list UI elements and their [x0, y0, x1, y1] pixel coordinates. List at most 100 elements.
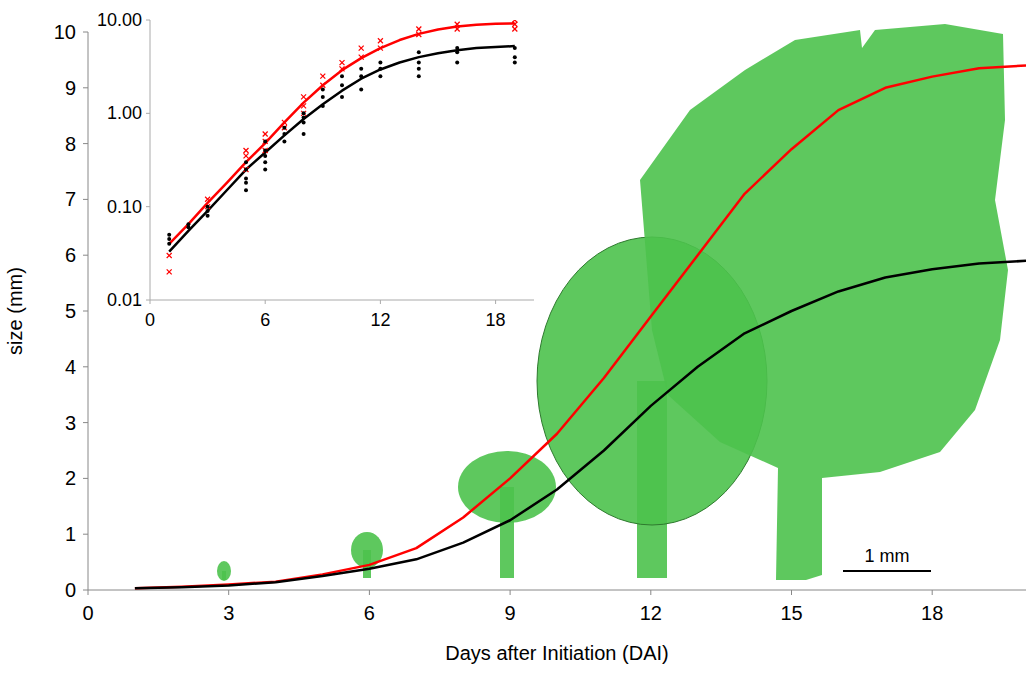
scatter-point [282, 132, 286, 136]
leaf-blade-large [640, 24, 1008, 580]
marker-stroke [263, 148, 268, 153]
scatter-point [244, 167, 249, 172]
x-tick-label: 15 [780, 602, 802, 624]
marker-stroke [205, 204, 210, 209]
marker-stroke [244, 167, 249, 172]
marker-stroke [282, 125, 287, 130]
marker-stroke [455, 27, 460, 32]
y-tick [83, 366, 88, 367]
scatter-point [416, 27, 421, 32]
x-tick [369, 590, 370, 595]
y-tick [83, 478, 88, 479]
marker-stroke [301, 103, 306, 108]
leaf-illustrations [217, 24, 1008, 581]
scale-bar-label: 1 mm [865, 546, 910, 566]
scatter-point [301, 94, 306, 99]
marker-stroke [244, 153, 249, 158]
x-tick-label: 12 [640, 602, 662, 624]
y-axis-title: size (mm) [4, 267, 26, 355]
scatter-point [244, 177, 248, 181]
y-tick-label: 3 [65, 412, 76, 434]
y-tick [83, 87, 88, 88]
marker-stroke [416, 27, 421, 32]
inset-x-tick-label: 0 [145, 310, 155, 330]
scatter-point [263, 139, 267, 143]
y-tick-label: 4 [65, 356, 76, 378]
marker-stroke [167, 253, 172, 258]
scatter-point [513, 46, 517, 50]
chart: 0369121518012345678910Days after Initiat… [0, 0, 1032, 673]
scatter-point [282, 125, 287, 130]
inset-x-axis-line [150, 300, 534, 301]
marker-stroke [205, 197, 210, 202]
scatter-point [378, 61, 382, 65]
series-line [169, 46, 515, 251]
scatter-point [455, 22, 460, 27]
series-line [135, 65, 1026, 588]
inset-x-tick-label: 6 [260, 310, 270, 330]
y-tick [83, 534, 88, 535]
y-tick [83, 311, 88, 312]
scatter-point [263, 148, 268, 153]
y-tick-label: 6 [65, 244, 76, 266]
inset-y-axis-line [150, 20, 151, 300]
scatter-point [167, 253, 172, 258]
scale-bar: 1 mm [843, 546, 931, 571]
marker-stroke [512, 27, 517, 32]
y-tick-label: 8 [65, 133, 76, 155]
scatter-point [320, 74, 325, 79]
inset-y-tick-label: 0.10 [107, 197, 142, 217]
marker-stroke [359, 55, 364, 60]
y-tick [83, 422, 88, 423]
x-tick-label: 6 [364, 602, 375, 624]
marker-stroke [416, 32, 421, 37]
marker-stroke [340, 60, 345, 65]
scatter-point [206, 214, 210, 218]
y-tick-label: 10 [54, 21, 76, 43]
scatter-point [513, 55, 517, 59]
scale-bar-line [843, 570, 931, 572]
scatter-point [512, 20, 517, 23]
scatter-point [340, 74, 344, 78]
inset-x-tick [495, 300, 496, 304]
scatter-point [359, 55, 364, 60]
marker-stroke [378, 46, 383, 51]
scatter-point [244, 181, 248, 185]
marker-stroke [512, 20, 517, 23]
inset-x-tick [150, 300, 151, 304]
marker-stroke [455, 27, 460, 32]
scatter-point [282, 139, 286, 143]
marker-stroke [263, 148, 268, 153]
marker-stroke [301, 94, 306, 99]
scatter-point [205, 204, 210, 209]
scatter-point [263, 148, 267, 152]
marker-stroke [301, 103, 306, 108]
scatter-point [455, 50, 459, 54]
scatter-point [282, 120, 287, 125]
inset-y-tick [146, 20, 150, 21]
marker-stroke [244, 148, 249, 153]
marker-stroke [205, 204, 210, 209]
scatter-point [359, 67, 363, 71]
x-axis-title: Days after Initiation (DAI) [445, 642, 668, 664]
scatter-point [320, 83, 325, 88]
marker-stroke [320, 83, 325, 88]
marker-stroke [301, 111, 306, 116]
scatter-point [263, 139, 268, 144]
scatter-point [244, 160, 248, 164]
scatter-point [244, 168, 248, 172]
scatter-point [359, 74, 363, 78]
marker-stroke [359, 55, 364, 60]
marker-stroke [320, 74, 325, 79]
inset-x-tick [380, 300, 381, 304]
marker-stroke [455, 22, 460, 27]
inset-x-tick-label: 12 [370, 310, 390, 330]
x-tick-label: 0 [82, 602, 93, 624]
scatter-point [455, 27, 460, 32]
marker-stroke [340, 60, 345, 65]
inset-y-tick [146, 113, 150, 114]
scatter-point [167, 269, 172, 274]
marker-stroke [205, 197, 210, 202]
scatter-point [321, 104, 325, 108]
scatter-point [359, 88, 363, 92]
